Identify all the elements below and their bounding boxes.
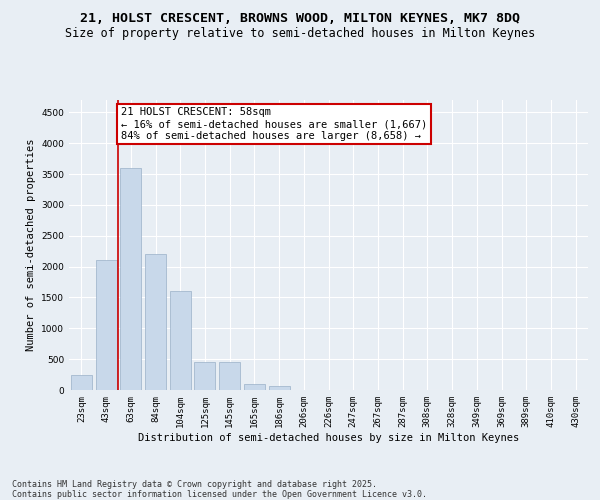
Text: Contains HM Land Registry data © Crown copyright and database right 2025.
Contai: Contains HM Land Registry data © Crown c…: [12, 480, 427, 499]
Bar: [145, 254, 166, 390]
Bar: [244, 384, 265, 390]
Bar: [219, 362, 240, 390]
Bar: [269, 386, 290, 390]
Text: Size of property relative to semi-detached houses in Milton Keynes: Size of property relative to semi-detach…: [65, 28, 535, 40]
Bar: [194, 362, 215, 390]
Bar: [170, 292, 191, 390]
Bar: [71, 374, 92, 390]
Bar: [95, 260, 116, 390]
X-axis label: Distribution of semi-detached houses by size in Milton Keynes: Distribution of semi-detached houses by …: [138, 432, 519, 442]
Bar: [120, 168, 141, 390]
Text: 21 HOLST CRESCENT: 58sqm
← 16% of semi-detached houses are smaller (1,667)
84% o: 21 HOLST CRESCENT: 58sqm ← 16% of semi-d…: [121, 108, 427, 140]
Y-axis label: Number of semi-detached properties: Number of semi-detached properties: [26, 138, 35, 352]
Text: 21, HOLST CRESCENT, BROWNS WOOD, MILTON KEYNES, MK7 8DQ: 21, HOLST CRESCENT, BROWNS WOOD, MILTON …: [80, 12, 520, 26]
